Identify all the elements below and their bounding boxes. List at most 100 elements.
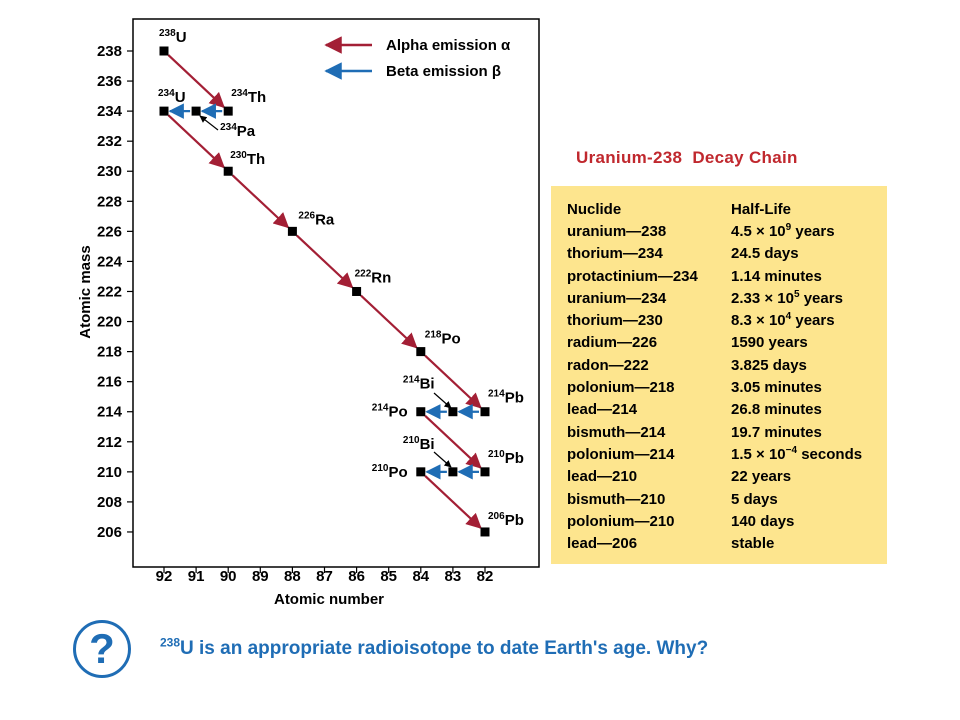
half-life-cell: 19.7 minutes — [731, 423, 822, 441]
table-row: radon—222 3.825 days — [567, 354, 881, 376]
alpha-decay-arrow — [424, 415, 482, 469]
legend-alpha-label: Alpha emission α — [386, 37, 511, 54]
x-tick-label: 91 — [188, 568, 205, 585]
legend-beta-label: Beta emission β — [386, 63, 501, 80]
x-tick-label: 89 — [252, 568, 269, 585]
nuclide-cell: lead—214 — [567, 401, 638, 419]
nuclide-cell: thorium—234 — [567, 245, 663, 263]
nuclide-cell: lead—206 — [567, 535, 638, 553]
y-tick-label: 228 — [97, 193, 122, 210]
table-row: lead—214 26.8 minutes — [567, 399, 881, 421]
nuclide-label-bi210: 210Bi — [403, 435, 435, 453]
y-axis: 238 236 234 232 230 228 226 224 222 220 218 216 214 2… — [97, 43, 133, 541]
x-tick-label: 86 — [348, 568, 365, 585]
nuclide-label-po218: 218Po — [425, 330, 461, 348]
half-life-cell: 1590 years — [731, 334, 808, 352]
nuclide-label-pb214: 214Pb — [488, 389, 524, 407]
y-tick-label: 226 — [97, 223, 122, 240]
y-tick-label: 222 — [97, 283, 122, 300]
table-header-nuclide: Nuclide — [567, 200, 622, 218]
nuclide-cell: lead—210 — [567, 468, 638, 486]
nuclide-cell: polonium—214 — [567, 445, 675, 463]
question-text: 238U is an appropriate radioisotope to d… — [160, 635, 709, 660]
table-row: radium—226 1590 years — [567, 332, 881, 354]
y-tick-label: 238 — [97, 43, 122, 60]
half-life-cell: stable — [731, 535, 775, 553]
table-row: lead—206 stable — [567, 532, 881, 554]
y-tick-label: 216 — [97, 374, 122, 391]
question-body: U is an appropriate radioisotope to date… — [180, 638, 709, 659]
table-row: uranium—238 4.5 × 109 years — [567, 220, 881, 242]
nuclide-marker — [191, 106, 201, 116]
nuclide-label-pb210: 210Pb — [488, 449, 524, 467]
x-tick-label: 92 — [156, 568, 173, 585]
pointer-pa234-arrow — [199, 115, 219, 131]
nuclide-label-rn222: 222Rn — [355, 268, 392, 286]
nuclide-label-ra226: 226Ra — [298, 210, 335, 228]
question-superscript: 238 — [160, 635, 181, 650]
nuclide-marker — [223, 106, 233, 116]
half-life-cell: 2.33 × 105 years — [731, 288, 843, 307]
x-tick-label: 87 — [316, 568, 333, 585]
half-life-cell: 22 years — [731, 468, 792, 486]
half-life-cell: 1.14 minutes — [731, 267, 822, 285]
nuclide-markers — [159, 46, 490, 537]
y-tick-label: 212 — [97, 434, 122, 451]
nuclide-cell: bismuth—210 — [567, 490, 666, 508]
nuclide-cell: thorium—230 — [567, 312, 663, 330]
alpha-decay-arrow — [167, 114, 225, 169]
nuclide-marker — [448, 407, 458, 417]
nuclide-labels: 238U 234Th 234Pa 234U 230Th 226Ra 222Rn 218Po 21… — [158, 28, 524, 529]
table-row: lead—210 22 years — [567, 466, 881, 488]
decay-chain-chart: 238 236 234 232 230 228 226 224 222 220 218 216 214 2… — [77, 18, 540, 608]
nuclide-cell: uranium—238 — [567, 222, 667, 240]
nuclide-label-th234: 234Th — [231, 88, 266, 106]
table-row: bismuth—210 5 days — [567, 488, 881, 510]
nuclide-marker — [223, 166, 233, 176]
y-tick-label: 218 — [97, 344, 122, 361]
nuclide-label-bi214: 214Bi — [403, 375, 435, 393]
y-tick-label: 234 — [97, 103, 123, 120]
y-tick-label: 236 — [97, 73, 122, 90]
nuclide-cell: protactinium—234 — [567, 267, 698, 285]
alpha-decay-arrow — [424, 475, 482, 529]
y-tick-label: 220 — [97, 314, 122, 331]
table-row: uranium—234 2.33 × 105 years — [567, 287, 881, 309]
y-tick-label: 230 — [97, 163, 122, 180]
nuclide-cell: uranium—234 — [567, 289, 667, 307]
y-axis-label: Atomic mass — [77, 245, 94, 338]
alpha-decay-arrow — [360, 294, 418, 349]
nuclide-cell: bismuth—214 — [567, 423, 666, 441]
table-row: thorium—230 8.3 × 104 years — [567, 309, 881, 331]
question-prompt: ? 238U is an appropriate radioisotope to… — [0, 616, 960, 686]
half-life-cell: 8.3 × 104 years — [731, 311, 835, 330]
nuclide-marker — [416, 347, 426, 357]
x-tick-label: 88 — [284, 568, 301, 585]
nuclide-label-u234: 234U — [158, 88, 186, 106]
nuclide-marker — [448, 467, 458, 477]
alpha-decay-arrow — [231, 174, 290, 229]
x-tick-label: 82 — [477, 568, 494, 585]
alpha-decay-arrow — [296, 234, 354, 289]
decay-arrows — [167, 54, 482, 529]
plot-frame — [132, 18, 540, 568]
question-mark-glyph: ? — [89, 625, 115, 672]
pointer-bi210-arrow — [433, 451, 452, 468]
y-tick-label: 208 — [97, 494, 122, 511]
nuclide-marker — [480, 527, 490, 537]
pointer-arrows — [199, 115, 452, 468]
y-tick-label: 232 — [97, 133, 122, 150]
nuclide-label-th230: 230Th — [230, 150, 265, 168]
half-life-cell: 140 days — [731, 512, 795, 530]
nuclide-label-u238: 238U — [159, 28, 187, 46]
half-life-cell: 3.825 days — [731, 356, 807, 374]
half-life-cell: 5 days — [731, 490, 778, 508]
table-header-half-life: Half-Life — [731, 200, 791, 218]
x-axis-label: Atomic number — [274, 591, 384, 608]
chart-title: Uranium-238 Decay Chain — [576, 148, 798, 167]
nuclide-cell: radium—226 — [567, 334, 658, 352]
half-life-cell: 3.05 minutes — [731, 379, 822, 397]
legend: Alpha emission α Beta emission β — [324, 36, 511, 80]
half-life-cell: 1.5 × 10−4 seconds — [731, 444, 863, 463]
x-tick-label: 83 — [445, 568, 462, 585]
